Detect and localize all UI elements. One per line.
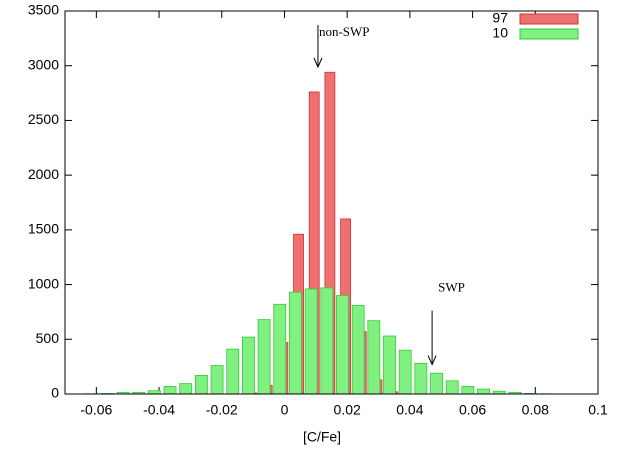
bar (164, 386, 176, 394)
bar (399, 350, 411, 394)
y-tick-label: 1500 (28, 221, 59, 237)
x-axis-label: [C/Fe] (303, 429, 341, 445)
bar (211, 366, 223, 394)
legend-label: 97 (492, 10, 508, 26)
y-tick-label: 2000 (28, 166, 59, 182)
bar (321, 288, 333, 394)
y-tick-label: 3000 (28, 56, 59, 72)
bar (242, 337, 254, 394)
x-tick-label: -0.02 (206, 402, 238, 418)
bar (368, 321, 380, 394)
legend-swatch (520, 14, 578, 24)
annotation: SWP (438, 280, 465, 295)
bar (478, 389, 490, 394)
legend-swatch (520, 29, 578, 39)
annotation: non-SWP (319, 24, 370, 39)
bar (180, 384, 192, 394)
x-tick-label: 0.02 (334, 402, 361, 418)
bar (462, 386, 474, 394)
y-tick-label: 500 (36, 330, 60, 346)
x-tick-label: 0.04 (396, 402, 423, 418)
legend-label: 10 (492, 25, 508, 41)
bar (289, 292, 301, 394)
bar (431, 373, 443, 394)
bar (352, 305, 364, 394)
bar (258, 320, 270, 394)
y-tick-label: 2500 (28, 111, 59, 127)
bar (305, 289, 317, 394)
x-tick-label: 0 (281, 402, 289, 418)
x-tick-label: -0.04 (143, 402, 175, 418)
bar (446, 381, 458, 394)
y-tick-label: 1000 (28, 275, 59, 291)
x-tick-label: 0.1 (588, 402, 608, 418)
x-tick-label: 0.06 (459, 402, 486, 418)
x-tick-label: 0.08 (522, 402, 549, 418)
x-tick-label: -0.06 (80, 402, 112, 418)
bar (415, 363, 427, 394)
bar (336, 296, 348, 394)
bar (227, 349, 239, 394)
bar (384, 336, 396, 394)
y-tick-label: 3500 (28, 2, 59, 18)
y-tick-label: 0 (51, 385, 59, 401)
bar (274, 304, 286, 394)
bar (195, 375, 207, 394)
